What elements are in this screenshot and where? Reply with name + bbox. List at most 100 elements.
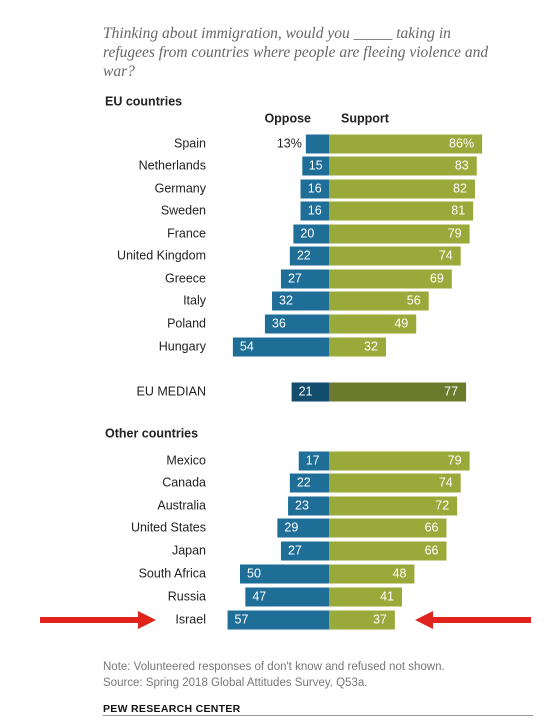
- category-label: Japan: [172, 543, 206, 557]
- oppose-bar: [305, 134, 329, 154]
- support-bar: [329, 224, 470, 244]
- category-label: Sweden: [161, 203, 206, 217]
- support-value-label: 69: [430, 271, 444, 285]
- highlight-arrow-right-shaft: [431, 617, 531, 623]
- oppose-value-label: 32: [279, 293, 293, 307]
- oppose-value-label: 57: [235, 612, 249, 626]
- support-value-label: 81: [451, 203, 465, 217]
- oppose-value-label: 23: [295, 498, 309, 512]
- support-bar: [329, 134, 483, 154]
- category-label: Russia: [168, 589, 206, 603]
- support-bar: [329, 179, 475, 199]
- oppose-value-label: 13%: [277, 136, 302, 150]
- oppose-bar: [300, 201, 329, 221]
- oppose-value-label: 54: [240, 339, 254, 353]
- oppose-bar: [293, 224, 329, 244]
- support-bar: [329, 291, 429, 311]
- support-value-label: 49: [394, 316, 408, 330]
- support-bar: [329, 564, 415, 584]
- category-label: Canada: [162, 475, 206, 489]
- category-label: United Kingdom: [117, 248, 206, 262]
- chart-title: Thinking about immigration, would you __…: [103, 25, 489, 80]
- oppose-value-label: 17: [306, 453, 320, 467]
- oppose-value-label: 36: [272, 316, 286, 330]
- support-bar: [329, 156, 477, 176]
- oppose-value-label: 22: [297, 475, 311, 489]
- oppose-bar: [280, 541, 329, 561]
- note-text: Note: Volunteered responses of don't kno…: [103, 661, 445, 673]
- oppose-bar: [277, 518, 329, 538]
- category-label: Australia: [157, 498, 206, 512]
- support-bar: [329, 541, 447, 561]
- oppose-value-label: 27: [288, 271, 302, 285]
- oppose-value-label: 29: [284, 520, 298, 534]
- oppose-bar: [289, 473, 329, 493]
- support-bar: [329, 518, 447, 538]
- support-bar: [329, 610, 395, 630]
- support-bar: [329, 587, 402, 607]
- support-bar: [329, 496, 458, 516]
- category-label: Greece: [165, 271, 206, 285]
- support-value-label: 66: [425, 520, 439, 534]
- category-label: Netherlands: [139, 158, 206, 172]
- category-label: Mexico: [166, 453, 206, 467]
- oppose-bar: [240, 564, 329, 584]
- highlight-arrow-left-head: [138, 611, 156, 629]
- oppose-bar: [302, 156, 329, 176]
- category-label: South Africa: [139, 566, 206, 580]
- support-bar: [329, 382, 467, 402]
- group-label: EU countries: [105, 94, 182, 108]
- support-value-label: 77: [444, 384, 458, 398]
- support-value-label: 37: [373, 612, 387, 626]
- support-value-label: 74: [439, 248, 453, 262]
- support-value-label: 32: [364, 339, 378, 353]
- oppose-value-label: 20: [300, 226, 314, 240]
- group-label: Other countries: [105, 426, 198, 440]
- support-bar: [329, 451, 470, 471]
- support-value-label: 86%: [449, 136, 474, 150]
- category-label: Spain: [174, 136, 206, 150]
- chart-note: Note: Volunteered responses of don't kno…: [103, 659, 523, 691]
- support-bar: [329, 201, 474, 221]
- oppose-bar: [227, 610, 329, 630]
- support-bar: [329, 269, 452, 289]
- oppose-value-label: 21: [299, 384, 313, 398]
- support-value-label: 79: [448, 453, 462, 467]
- support-value-label: 72: [435, 498, 449, 512]
- oppose-value-label: 27: [288, 543, 302, 557]
- category-label: Poland: [167, 316, 206, 330]
- oppose-bar: [291, 382, 329, 402]
- support-bar: [329, 473, 461, 493]
- category-label: Germany: [155, 181, 207, 195]
- brand-divider: [103, 715, 533, 716]
- category-label: Hungary: [159, 339, 207, 353]
- support-value-label: 82: [453, 181, 467, 195]
- brand-label: PEW RESEARCH CENTER: [103, 703, 241, 715]
- support-value-label: 56: [407, 293, 421, 307]
- oppose-bar: [288, 496, 329, 516]
- category-label: United States: [131, 520, 206, 534]
- category-label: EU MEDIAN: [137, 384, 206, 398]
- oppose-value-label: 16: [308, 203, 322, 217]
- category-label: Israel: [175, 612, 206, 626]
- oppose-bar: [245, 587, 329, 607]
- source-text: Source: Spring 2018 Global Attitudes Sur…: [103, 677, 368, 689]
- highlight-arrow-left-shaft: [40, 617, 140, 623]
- support-value-label: 48: [393, 566, 407, 580]
- support-bar: [329, 246, 461, 266]
- oppose-bar: [289, 246, 329, 266]
- legend-oppose: Oppose: [264, 111, 311, 125]
- support-value-label: 41: [380, 589, 394, 603]
- support-value-label: 74: [439, 475, 453, 489]
- category-label: Italy: [183, 293, 207, 307]
- legend-support: Support: [341, 111, 390, 125]
- oppose-value-label: 50: [247, 566, 261, 580]
- oppose-bar: [272, 291, 329, 311]
- oppose-value-label: 16: [308, 181, 322, 195]
- support-bar: [329, 337, 386, 357]
- oppose-bar: [280, 269, 329, 289]
- support-value-label: 79: [448, 226, 462, 240]
- oppose-value-label: 22: [297, 248, 311, 262]
